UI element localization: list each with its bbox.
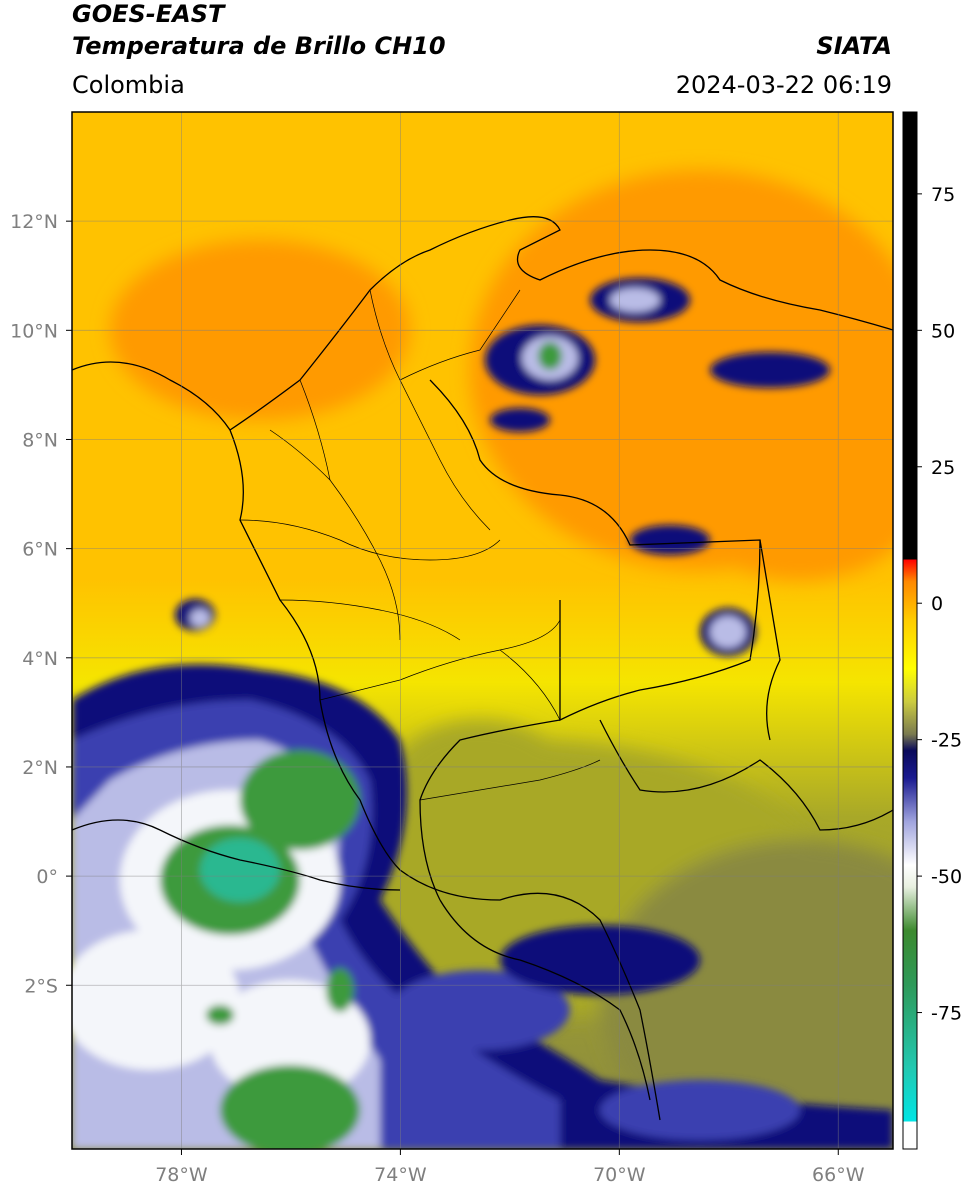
department-borders [239, 289, 601, 801]
y-tick-label: 2°S [24, 975, 58, 997]
lavender-cloud-zone [190, 609, 210, 627]
deep-blue-cloud-zone [710, 352, 830, 388]
y-axis: 12°N 10°N 8°N 6°N 4°N 2°N 0° 2°S [10, 211, 72, 997]
y-tick-label: 10°N [10, 320, 58, 342]
y-tick-label: 0° [36, 866, 58, 888]
convective-cells [175, 278, 830, 656]
colorbar-gradient [903, 112, 917, 1149]
lavender-cloud-zone [710, 616, 746, 648]
white-cloud-zone [72, 930, 240, 1070]
y-tick-label: 12°N [10, 211, 58, 233]
x-axis: 78°W 74°W 70°W 66°W [155, 1149, 865, 1186]
warm-sea-zones [110, 170, 893, 580]
colorbar-tick-label: 25 [931, 457, 955, 479]
brand-label: SIATA [816, 32, 892, 60]
y-tick-label: 2°N [22, 757, 58, 779]
imagery-layer [72, 112, 893, 1149]
green-cloud-zone [240, 750, 360, 850]
timestamp-label: 2024-03-22 06:19 [675, 71, 892, 99]
region-label: Colombia [72, 71, 185, 99]
colorbar-tick-label: 0 [931, 593, 943, 615]
colorbar-ticks: 75 50 25 0 -25 -50 -75 [917, 184, 962, 1025]
lavender-cloud-zone [610, 288, 660, 312]
deep-blue-cloud-zone [490, 408, 550, 432]
colorbar-tick-label: -75 [931, 1003, 962, 1025]
x-tick-label: 78°W [155, 1164, 208, 1186]
green-cloud-zone [538, 342, 562, 370]
y-tick-label: 6°N [22, 539, 58, 561]
colorbar-tick-label: 50 [931, 320, 955, 342]
gray-olive-cloud-zone [600, 840, 893, 1149]
mid-blue-cloud-zone [390, 970, 570, 1050]
colorbar-tick-label: -25 [931, 730, 962, 752]
graticule [72, 112, 893, 1149]
olive-cloud-zone [390, 720, 570, 840]
colorbar-frame [902, 111, 918, 1150]
green-cloud-zone [206, 1005, 234, 1025]
colorbar-tick-label: 75 [931, 184, 955, 206]
deep-blue-cloud-zone [500, 925, 700, 995]
product-title: Temperatura de Brillo CH10 [72, 32, 446, 60]
colorbar-tick-label: -50 [931, 866, 962, 888]
mid-blue-cloud-zone [600, 1080, 800, 1140]
cloud-system [72, 664, 893, 1149]
x-tick-label: 74°W [374, 1164, 427, 1186]
green-cloud-zone [220, 1065, 360, 1149]
y-tick-label: 8°N [22, 429, 58, 451]
white-cloud-zone [210, 980, 370, 1100]
deep-blue-cloud-zone [630, 525, 710, 555]
map-frame [71, 111, 894, 1150]
satellite-title: GOES-EAST [72, 0, 225, 28]
y-tick-label: 4°N [22, 648, 58, 670]
country-borders [72, 216, 893, 1121]
green-cloud-zone [326, 968, 354, 1012]
x-tick-label: 66°W [812, 1164, 865, 1186]
x-tick-label: 70°W [593, 1164, 646, 1186]
warm-sea-cloud-zone [680, 420, 893, 580]
